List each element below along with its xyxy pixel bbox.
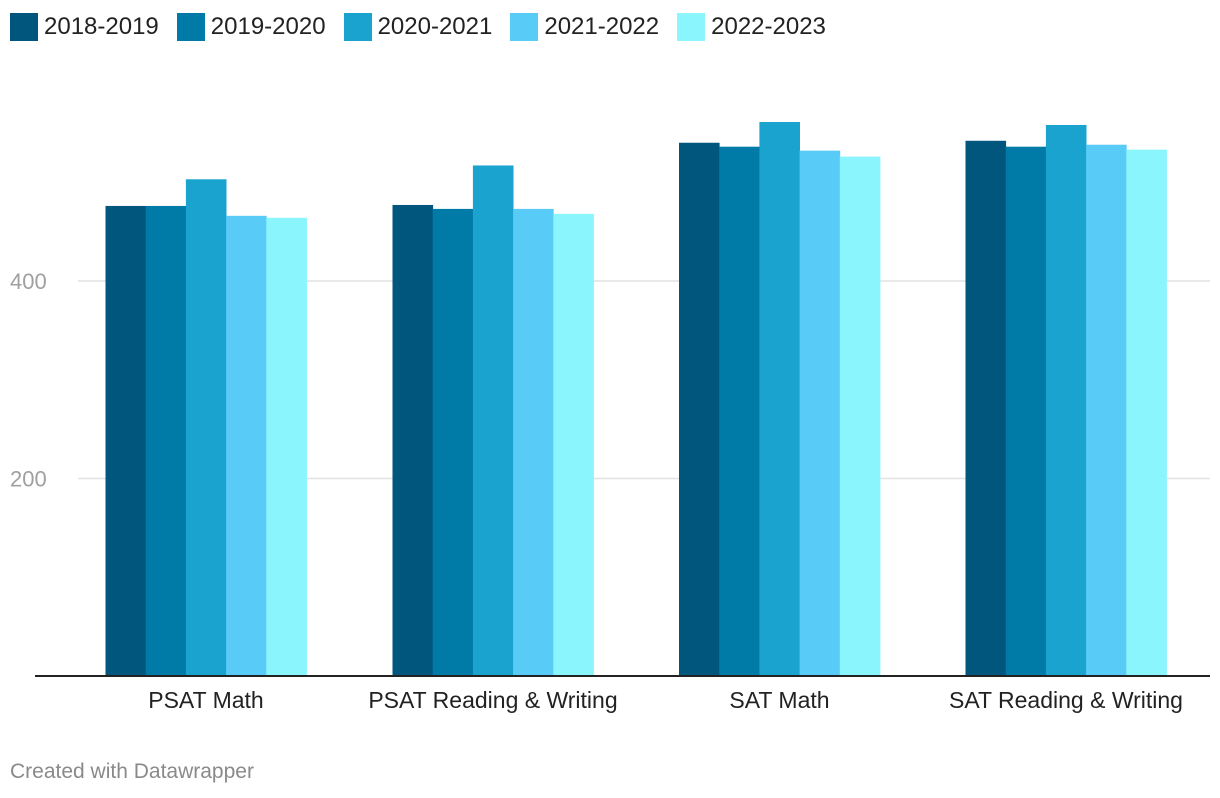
y-tick-label: 400 xyxy=(10,269,47,294)
legend-swatch xyxy=(10,13,38,41)
x-category-label: SAT Reading & Writing xyxy=(949,687,1183,713)
bar xyxy=(759,122,800,676)
legend-swatch xyxy=(343,13,372,41)
legend: 2018-2019 2019-2020 2020-2021 2021-2022 2022… xyxy=(10,11,844,43)
legend-label: 2018-2019 xyxy=(44,13,159,40)
legend-item: 2021-2022 xyxy=(510,13,659,41)
bar xyxy=(553,213,594,676)
y-tick-label: 200 xyxy=(10,467,47,492)
legend-swatch xyxy=(510,13,539,41)
legend-item: 2020-2021 xyxy=(343,13,493,41)
bar xyxy=(965,140,1007,676)
legend-label: 2021-2022 xyxy=(544,13,660,40)
bar xyxy=(432,208,474,676)
bar xyxy=(1005,146,1047,676)
legend-swatch xyxy=(176,13,205,41)
legend-item: 2019-2020 xyxy=(176,13,326,41)
bar xyxy=(679,142,720,676)
bar xyxy=(105,205,147,676)
legend-swatch xyxy=(677,13,706,41)
legend-label: 2022-2023 xyxy=(711,13,826,40)
bar xyxy=(799,150,841,676)
bar xyxy=(1126,149,1167,677)
bar xyxy=(513,208,554,676)
legend-label: 2020-2021 xyxy=(377,13,493,40)
bar xyxy=(226,215,267,676)
bar xyxy=(185,179,227,676)
legend-label: 2019-2020 xyxy=(210,13,326,40)
footer-credit: Created with Datawrapper xyxy=(10,760,254,783)
bar xyxy=(472,165,514,676)
legend-item: 2018-2019 xyxy=(10,13,159,41)
bar xyxy=(392,204,434,676)
x-category-label: PSAT Reading & Writing xyxy=(368,687,617,713)
x-category-label: SAT Math xyxy=(729,687,829,713)
bar xyxy=(1086,144,1127,677)
x-category-label: PSAT Math xyxy=(148,687,263,713)
bar xyxy=(1045,124,1087,677)
bar xyxy=(839,156,881,676)
bar xyxy=(719,146,760,676)
bar xyxy=(266,217,307,677)
legend-item: 2022-2023 xyxy=(677,13,826,41)
bar xyxy=(145,205,187,676)
